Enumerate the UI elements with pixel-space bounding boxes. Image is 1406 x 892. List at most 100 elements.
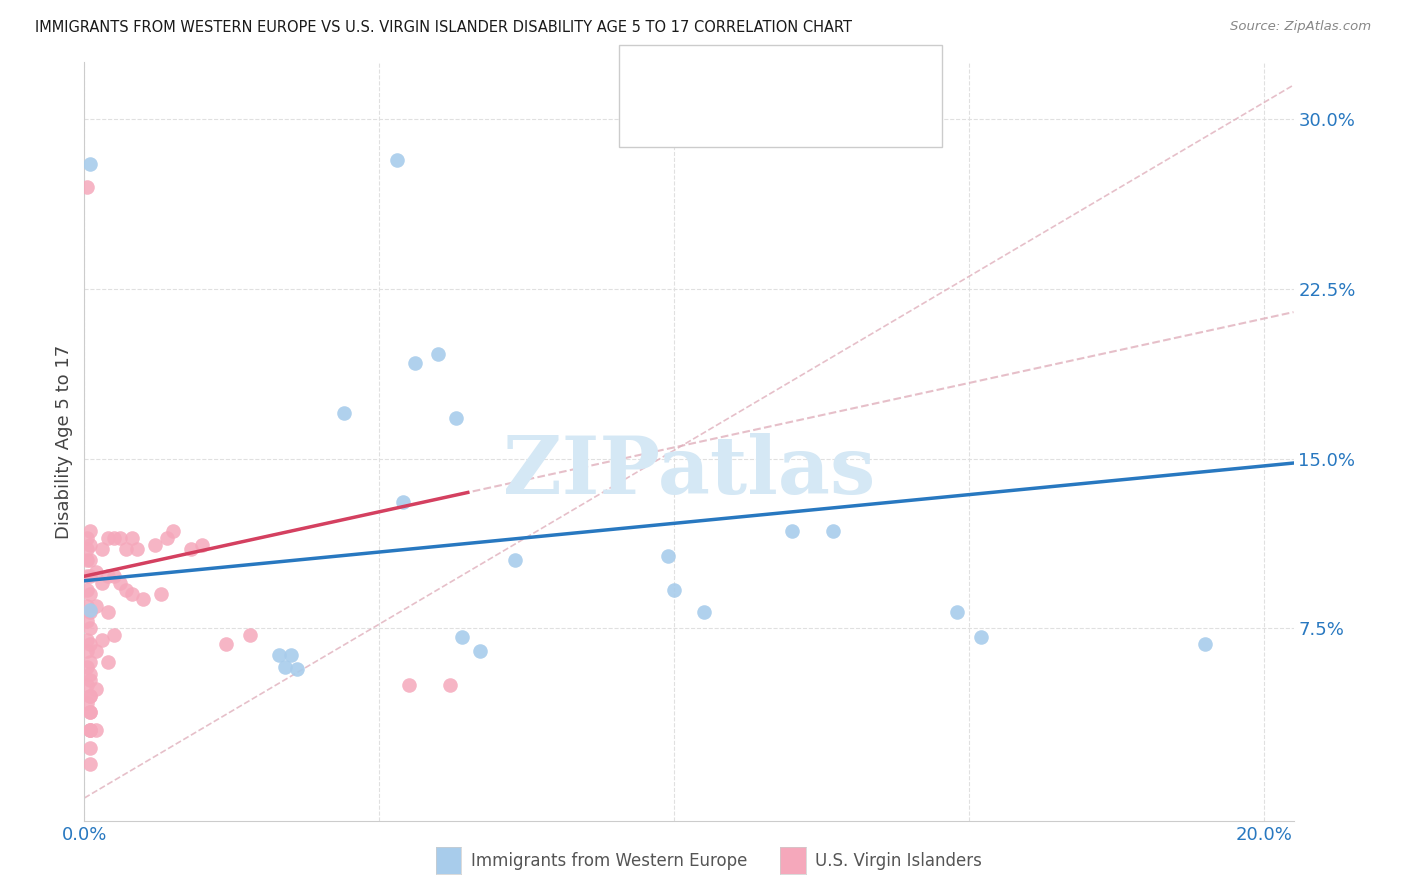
Point <box>108 531 131 545</box>
Point <box>79 689 101 703</box>
Point <box>84 644 107 658</box>
Point <box>439 678 461 692</box>
Point <box>970 630 993 644</box>
Point <box>150 587 173 601</box>
Point <box>76 659 98 673</box>
Point <box>114 542 136 557</box>
Text: N =: N = <box>804 115 852 133</box>
Point <box>84 723 107 738</box>
Text: Source: ZipAtlas.com: Source: ZipAtlas.com <box>1230 20 1371 33</box>
Point <box>79 537 101 551</box>
Text: N =: N = <box>804 63 852 81</box>
Point <box>76 615 98 629</box>
Point <box>692 606 714 620</box>
Point <box>156 531 179 545</box>
Point <box>79 705 101 719</box>
Point <box>79 587 101 601</box>
Point <box>76 531 98 545</box>
Point <box>84 599 107 613</box>
Point <box>385 153 408 167</box>
Point <box>285 662 308 676</box>
Point <box>76 696 98 710</box>
Point <box>79 603 101 617</box>
Point <box>180 542 202 557</box>
Point <box>398 678 420 692</box>
Text: 0.180: 0.180 <box>728 115 776 133</box>
Point <box>79 637 101 651</box>
Text: U.S. Virgin Islanders: U.S. Virgin Islanders <box>815 852 983 870</box>
Point <box>91 542 114 557</box>
Text: ZIPatlas: ZIPatlas <box>503 433 875 511</box>
Point <box>1194 637 1216 651</box>
Point <box>404 356 426 370</box>
Point <box>79 723 101 738</box>
Text: IMMIGRANTS FROM WESTERN EUROPE VS U.S. VIRGIN ISLANDER DISABILITY AGE 5 TO 17 CO: IMMIGRANTS FROM WESTERN EUROPE VS U.S. V… <box>35 20 852 35</box>
Point <box>79 741 101 756</box>
Y-axis label: Disability Age 5 to 17: Disability Age 5 to 17 <box>55 344 73 539</box>
Point <box>162 524 184 538</box>
Point <box>76 678 98 692</box>
Point <box>468 644 491 658</box>
Point <box>427 347 450 361</box>
Point <box>267 648 290 663</box>
Point <box>79 666 101 681</box>
Text: 0.154: 0.154 <box>728 63 776 81</box>
Point <box>76 180 98 194</box>
Text: Immigrants from Western Europe: Immigrants from Western Europe <box>471 852 748 870</box>
Point <box>444 410 467 425</box>
Point <box>76 553 98 567</box>
Point <box>76 599 98 613</box>
Point <box>79 157 101 171</box>
Point <box>103 531 125 545</box>
Point <box>76 582 98 597</box>
Point <box>280 648 302 663</box>
Point <box>114 582 136 597</box>
Point <box>108 576 131 591</box>
Point <box>76 644 98 658</box>
Point <box>664 582 686 597</box>
Point <box>79 673 101 688</box>
Point <box>79 723 101 738</box>
Point <box>76 569 98 583</box>
Point <box>121 531 143 545</box>
Point <box>84 565 107 579</box>
Point <box>79 689 101 703</box>
Point <box>132 591 155 606</box>
Point <box>823 524 845 538</box>
Point <box>84 682 107 697</box>
Point <box>450 630 472 644</box>
Point <box>143 537 166 551</box>
Point <box>127 542 149 557</box>
Point <box>274 659 297 673</box>
Point <box>215 637 238 651</box>
Point <box>780 524 803 538</box>
Point <box>333 406 356 420</box>
Point <box>76 542 98 557</box>
Point <box>97 531 120 545</box>
Point <box>79 606 101 620</box>
Point <box>91 576 114 591</box>
Point <box>946 606 969 620</box>
Text: R =: R = <box>689 63 725 81</box>
Point <box>79 705 101 719</box>
Point <box>79 553 101 567</box>
Point <box>392 494 415 508</box>
Point <box>238 628 260 642</box>
Point <box>91 632 114 647</box>
Point <box>79 723 101 738</box>
Point <box>121 587 143 601</box>
Point <box>191 537 214 551</box>
Point <box>79 655 101 669</box>
Point <box>103 569 125 583</box>
Point <box>79 757 101 772</box>
Point <box>657 549 679 563</box>
Point <box>97 606 120 620</box>
Text: R =: R = <box>689 115 725 133</box>
Point <box>97 655 120 669</box>
Text: 23: 23 <box>851 63 875 81</box>
Point <box>79 621 101 635</box>
Point <box>103 628 125 642</box>
Point <box>76 632 98 647</box>
Point <box>79 569 101 583</box>
Point <box>79 524 101 538</box>
